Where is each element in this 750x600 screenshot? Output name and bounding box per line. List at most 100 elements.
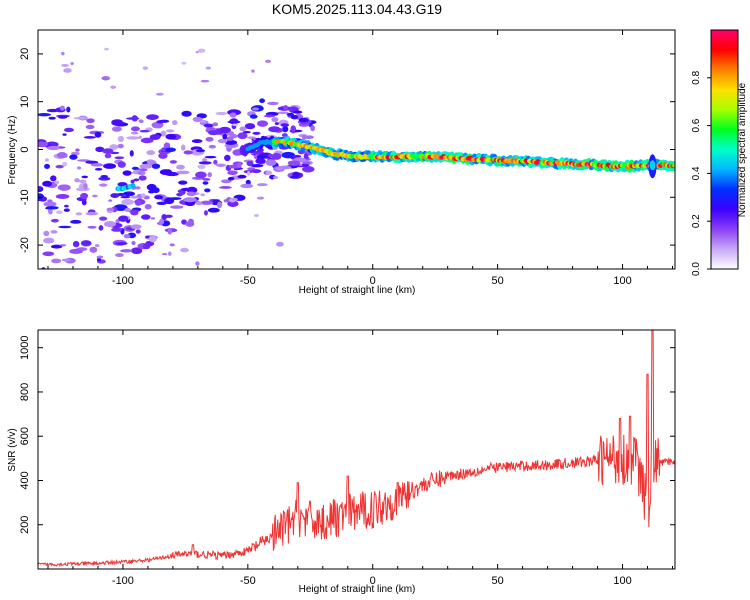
spectrogram-noise-blob	[164, 147, 177, 152]
spectrogram-sparse-blob	[195, 50, 199, 54]
spectrogram-noise-blob	[118, 215, 129, 222]
spectrogram-sparse-blob	[275, 166, 284, 171]
spectrogram-sparse-blob	[197, 48, 206, 53]
spectrogram-noise-blob	[265, 159, 277, 166]
spectrogram-noise-blob	[181, 110, 192, 117]
spectrogram-noise-blob	[225, 139, 237, 145]
spectrogram-noise-blob	[288, 108, 293, 112]
spectrogram-noise-blob	[219, 186, 232, 189]
spectrogram-noise-blob	[146, 114, 159, 120]
spectrogram-noise-blob	[110, 193, 120, 198]
spectrogram-noise-blob	[223, 199, 229, 203]
spectrogram-x-tick-label: 50	[492, 275, 504, 287]
spectrogram-noise-blob	[198, 161, 212, 165]
spectrogram-noise-blob	[83, 182, 88, 190]
spectrogram-noise-blob	[195, 171, 207, 179]
spectrogram-noise-blob	[176, 170, 190, 175]
spectrogram-noise-blob	[141, 214, 151, 220]
spectrogram-noise-blob	[55, 193, 70, 200]
spectrogram-sparse-blob	[272, 176, 278, 179]
spectrogram-noise-blob	[99, 183, 108, 187]
spectrogram-sparse-blob	[252, 107, 259, 111]
snr-ticks: -100 -50 0 50 100 200 400 600 800 1000	[19, 330, 675, 587]
spectrogram-noise-blob	[204, 155, 217, 159]
spectrogram-sparse-blob	[199, 120, 207, 124]
spectrogram-noise-blob	[130, 224, 142, 230]
spectrogram-noise-blob	[222, 133, 228, 140]
colorbar-tick-label: 0.8	[691, 70, 702, 84]
spectrogram-noise-blob	[75, 212, 83, 216]
spectrogram-sparse-blob	[110, 85, 117, 89]
spectrogram-noise-blob	[69, 154, 78, 160]
spectrogram-noise-blob	[50, 244, 63, 249]
spectrogram-noise-blob	[117, 135, 125, 143]
spectrogram-noise-blob	[57, 184, 71, 191]
spectrogram-sparse-blob	[142, 66, 149, 70]
spectrogram-noise-blob	[267, 153, 273, 158]
spectrogram-noise-blob	[229, 131, 235, 137]
spectrogram-noise-blob	[160, 130, 167, 137]
spectrogram-noise-blob	[287, 160, 301, 166]
snr-x-tick-label: 50	[492, 575, 504, 587]
spectrogram-noise-blob	[149, 134, 161, 140]
spectrogram-sparse-blob	[150, 217, 156, 220]
spectrogram-noise-blob	[96, 255, 104, 259]
spectrogram-noise-blob	[200, 113, 207, 118]
spectrogram-sparse-blob	[61, 51, 65, 56]
spectrogram-noise-blob	[152, 187, 160, 194]
snr-x-tick-label: -100	[112, 575, 134, 587]
spectrogram-noise-blob	[139, 129, 150, 133]
spectrogram-noise-blob	[156, 120, 165, 124]
spectrogram-noise-blob	[131, 240, 136, 246]
spectrogram-sparse-blob	[232, 123, 238, 127]
spectrogram-noise-blob	[81, 175, 88, 179]
spectrogram-noise-blob	[140, 137, 154, 144]
spectrogram-noise-blob	[171, 120, 178, 126]
spectrogram-noise-blob	[255, 158, 266, 165]
colorbar-tick-label: 0.4	[691, 166, 702, 180]
spectrogram-noise-blob	[95, 146, 105, 153]
spectrogram-noise-blob	[48, 116, 56, 120]
spectrogram-noise-blob	[72, 240, 80, 248]
spectrogram-noise-blob	[74, 178, 80, 183]
spectrogram-sparse-blob	[212, 122, 219, 127]
spectrogram-noise-blob	[145, 235, 150, 239]
spectrogram-noise-blob	[203, 210, 208, 216]
spectrogram-noise-blob	[138, 175, 147, 181]
spectrogram-noise-blob	[301, 161, 312, 165]
spectrogram-noise-blob	[240, 183, 254, 189]
spectrogram-noise-blob	[207, 207, 220, 213]
spectrogram-noise-blob	[121, 199, 135, 205]
spectrogram-y-label: Frequency (Hz)	[7, 116, 18, 185]
spectrogram-noise-blob	[208, 130, 220, 136]
spectrogram-sparse-blob	[138, 135, 142, 139]
spectrogram-noise-blob	[138, 119, 144, 124]
spectrogram-y-tick-label: -10	[19, 189, 31, 205]
spectrogram-noise-blob	[42, 251, 55, 257]
spectrogram-sparse-blob	[181, 61, 187, 65]
spectrogram-noise-blob	[83, 241, 91, 245]
spectrogram-x-tick-label: -100	[112, 275, 134, 287]
spectrogram-noise-blob	[90, 163, 104, 167]
spectrogram-sparse-blob	[167, 251, 172, 256]
spectrogram-sparse-blob	[205, 66, 211, 70]
spectrogram-noise-blob	[104, 153, 112, 159]
spectrogram-noise-blob	[215, 111, 228, 116]
spectrogram-noise-blob	[281, 151, 295, 159]
spectrogram-noise-blob	[227, 170, 238, 176]
spectrogram-noise-blob	[204, 188, 211, 193]
colorbar-tick-label: 0.0	[691, 262, 702, 276]
spectrogram-noise-blob	[76, 187, 90, 192]
spectrogram-noise-blob	[165, 133, 177, 140]
spectrogram-noise-blob	[133, 178, 140, 182]
spectrogram-noise-blob	[249, 114, 258, 119]
spectrogram-noise-blob	[169, 160, 178, 164]
spectrogram-noise-blob	[259, 98, 266, 103]
spectrogram-noise-blob	[276, 111, 289, 115]
colorbar-strip	[710, 29, 739, 270]
spectrogram-sparse-blob	[254, 214, 259, 217]
spectrogram-y-tick-label: 10	[19, 96, 31, 108]
spectrogram-noise-blob	[94, 131, 102, 138]
spectrogram-noise-blob	[182, 197, 197, 203]
